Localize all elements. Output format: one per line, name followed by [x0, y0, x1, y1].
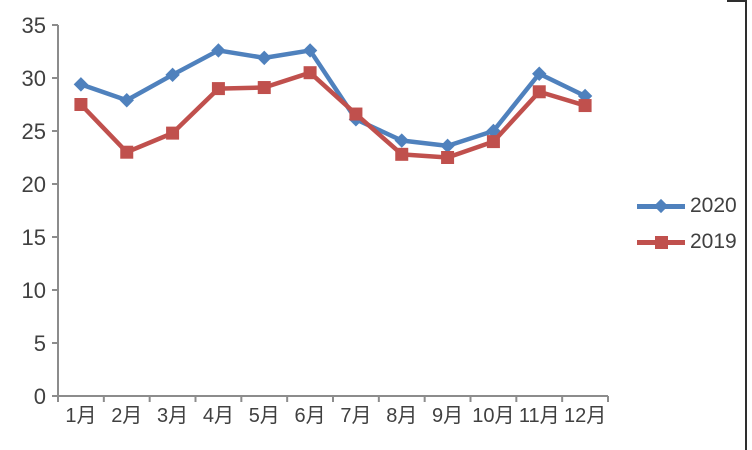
data-point-square-2019 — [578, 99, 592, 113]
data-point-square-2019 — [257, 81, 271, 95]
image-top-border-stub — [727, 0, 747, 2]
data-point-square-2019 — [395, 147, 409, 161]
data-point-square-2019 — [166, 126, 180, 140]
data-point-diamond-2020 — [532, 66, 547, 81]
x-axis-category-label: 2月 — [111, 405, 142, 427]
legend-label-2019: 2019 — [690, 230, 737, 253]
y-axis-tick-label: 20 — [22, 172, 46, 197]
y-axis-tick-label: 15 — [22, 225, 46, 250]
data-point-square-2019 — [303, 66, 317, 80]
x-axis-category-label: 4月 — [203, 405, 234, 427]
x-axis-category-label: 8月 — [386, 405, 417, 427]
x-axis-category-label: 5月 — [249, 405, 280, 427]
data-point-square-2019 — [486, 135, 500, 149]
data-point-diamond-2020 — [165, 67, 180, 83]
legend-entry-2019: 2019 — [637, 228, 737, 256]
data-point-diamond-2020 — [211, 43, 226, 58]
data-point-square-2019 — [441, 151, 455, 164]
legend-entry-2020: 2020 — [637, 192, 737, 220]
legend-label-2020: 2020 — [690, 194, 737, 217]
x-axis-category-label: 1月 — [65, 405, 96, 427]
data-point-diamond-2020 — [73, 77, 89, 92]
series-line-2020 — [78, 48, 588, 149]
data-point-square-2019 — [532, 85, 546, 99]
x-axis-category-label: 10月 — [472, 405, 514, 427]
y-axis-tick-label: 10 — [22, 278, 46, 303]
y-axis-tick-label: 25 — [22, 119, 46, 144]
y-axis-tick-label: 30 — [22, 66, 46, 91]
y-axis-tick-label: 35 — [22, 13, 46, 38]
y-axis-tick-label: 5 — [34, 331, 46, 356]
x-axis-category-label: 6月 — [295, 405, 326, 427]
legend-2020-diamond-line-icon — [637, 198, 685, 214]
chart-legend: 2020 2019 — [637, 192, 737, 256]
data-point-diamond-2020 — [440, 138, 455, 154]
y-axis-tick-label: 0 — [34, 384, 46, 409]
x-axis-category-label: 12月 — [564, 405, 606, 427]
data-point-square-2019 — [349, 107, 363, 121]
image-right-border — [745, 0, 747, 450]
x-axis-category-label: 3月 — [157, 405, 188, 427]
data-point-square-2019 — [120, 145, 134, 159]
legend-2019-square-line-icon — [637, 234, 685, 250]
data-point-square-2019 — [74, 98, 88, 111]
data-point-square-2019 — [211, 82, 225, 96]
x-axis-category-label: 7月 — [340, 405, 371, 427]
data-point-diamond-2020 — [394, 133, 409, 148]
series-line-2019 — [78, 70, 588, 160]
x-axis-category-label: 11月 — [519, 405, 560, 427]
data-point-diamond-2020 — [257, 50, 272, 66]
x-axis-category-label: 9月 — [432, 405, 463, 427]
